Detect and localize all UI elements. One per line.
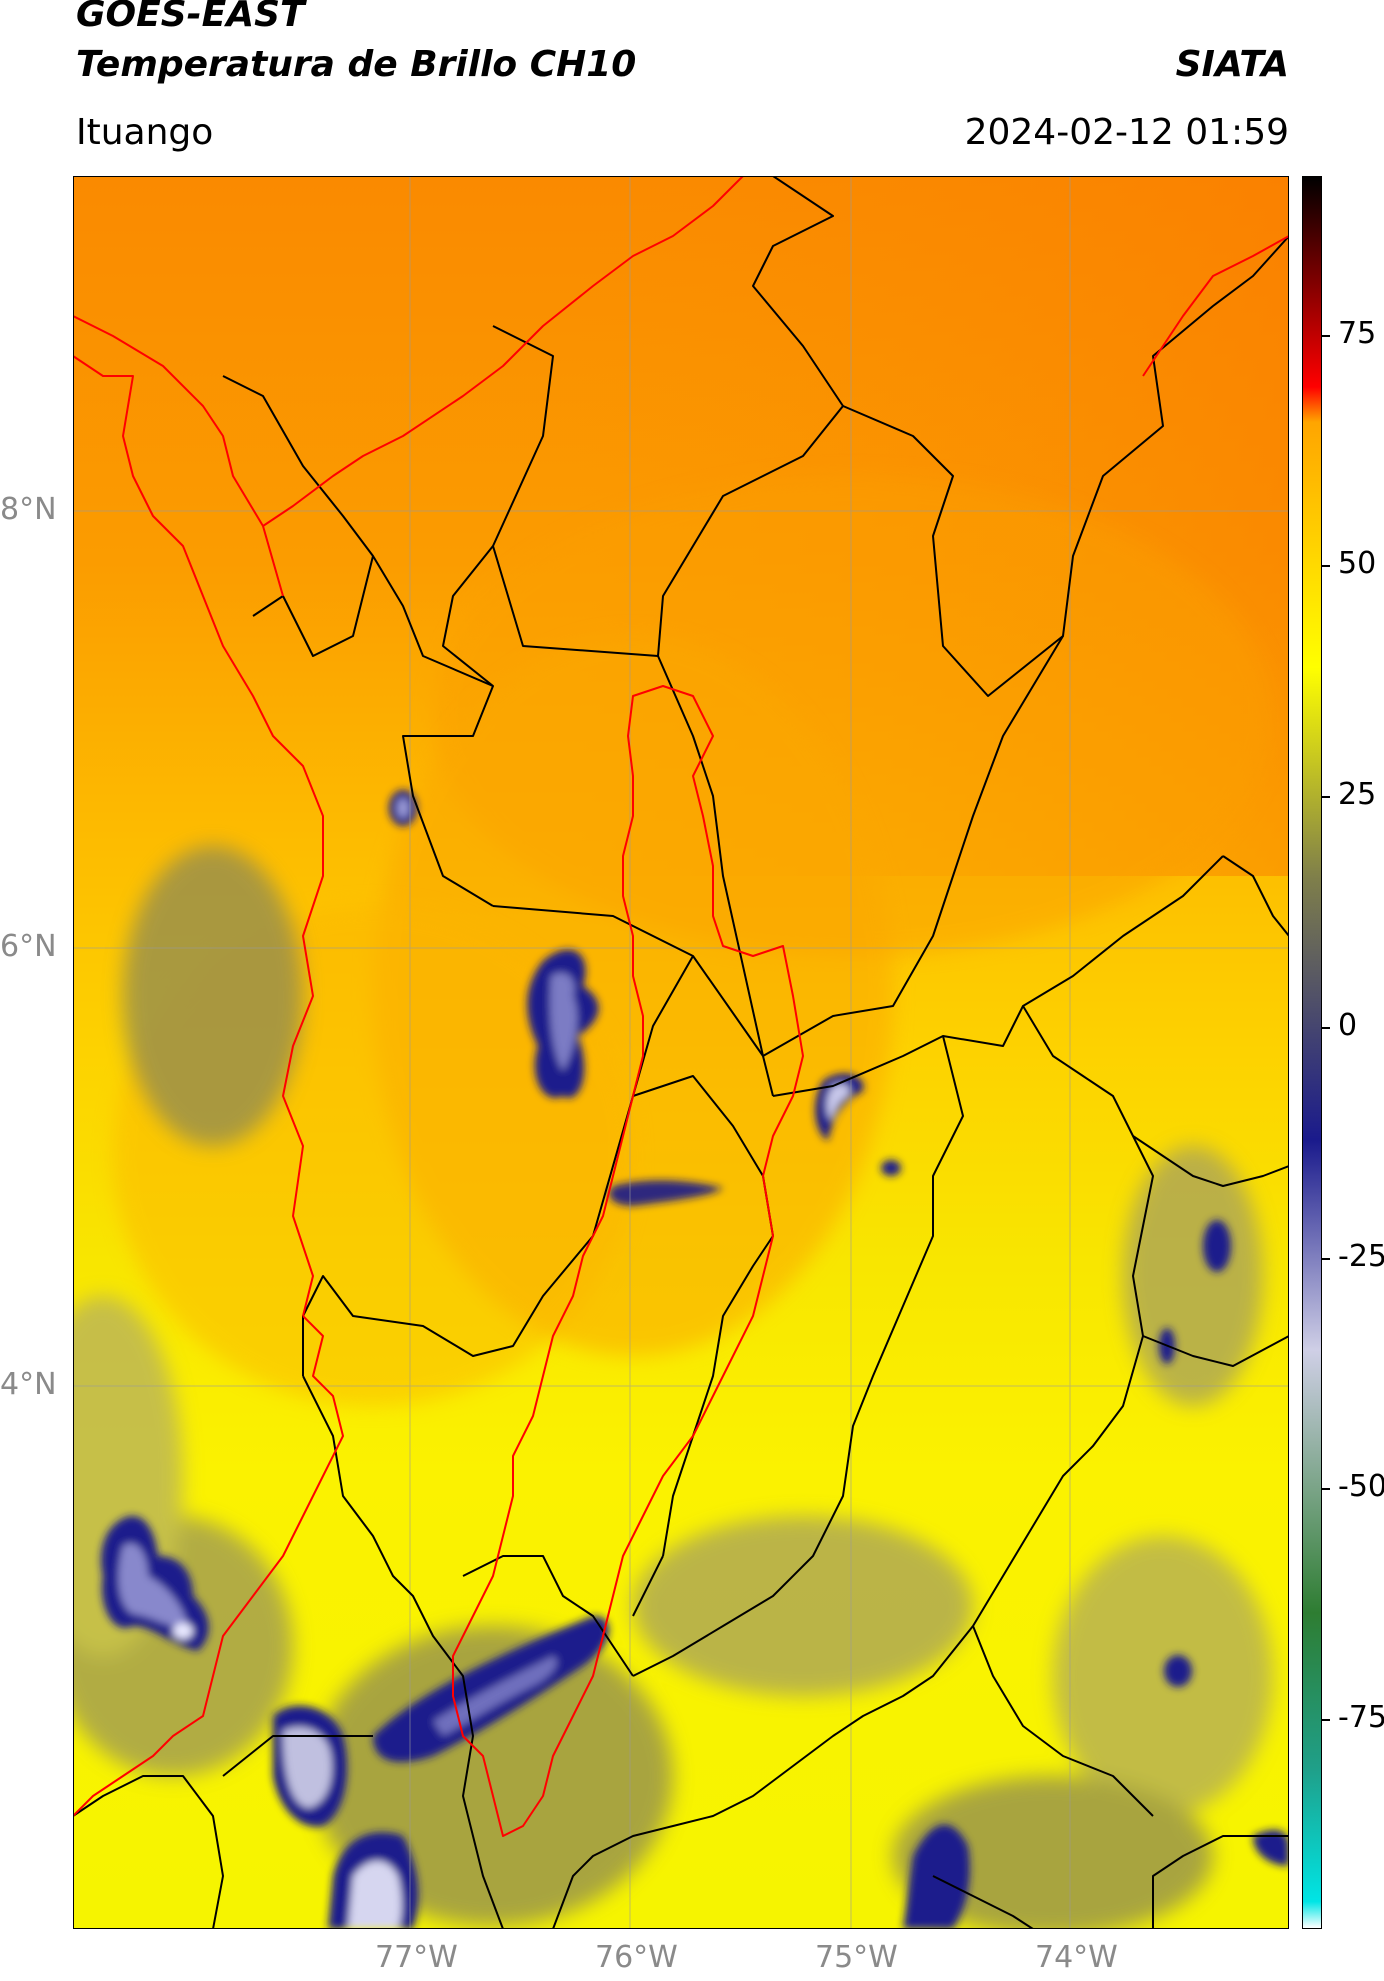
colorbar-tick-50: [1322, 565, 1330, 567]
lat-label-8N: 8°N: [0, 492, 57, 527]
satellite-map[interactable]: [73, 176, 1289, 1929]
colorbar-label-minus75: -75: [1338, 1700, 1384, 1735]
location-label: Ituango: [76, 112, 214, 153]
colorbar-label-50: 50: [1338, 546, 1377, 581]
organization-label: SIATA: [1175, 44, 1289, 85]
lat-label-4N: 4°N: [0, 1367, 57, 1402]
colorbar-label-minus25: -25: [1338, 1239, 1384, 1274]
colorbar: [1302, 176, 1322, 1929]
colorbar-label-25: 25: [1338, 777, 1377, 812]
title-product: Temperatura de Brillo CH10: [76, 44, 637, 85]
colorbar-label-minus50: -50: [1338, 1469, 1384, 1504]
lon-label-75W: 75°W: [815, 1940, 898, 1975]
colorbar-label-0: 0: [1338, 1008, 1358, 1043]
colorbar-tick-minus75: [1322, 1719, 1330, 1721]
colorbar-tick-minus50: [1322, 1488, 1330, 1490]
colorbar-label-75: 75: [1338, 316, 1377, 351]
brightness-temperature-field: [73, 176, 1289, 1929]
colorbar-tick-0: [1322, 1027, 1330, 1029]
colorbar-tick-minus25: [1322, 1258, 1330, 1260]
lat-label-6N: 6°N: [0, 929, 57, 964]
lon-label-74W: 74°W: [1035, 1940, 1118, 1975]
lon-label-76W: 76°W: [595, 1940, 678, 1975]
colorbar-tick-75: [1322, 335, 1330, 337]
lon-label-77W: 77°W: [375, 1940, 458, 1975]
title-satellite: GOES-EAST: [76, 0, 305, 35]
colorbar-tick-25: [1322, 796, 1330, 798]
timestamp-label: 2024-02-12 01:59: [964, 112, 1289, 153]
